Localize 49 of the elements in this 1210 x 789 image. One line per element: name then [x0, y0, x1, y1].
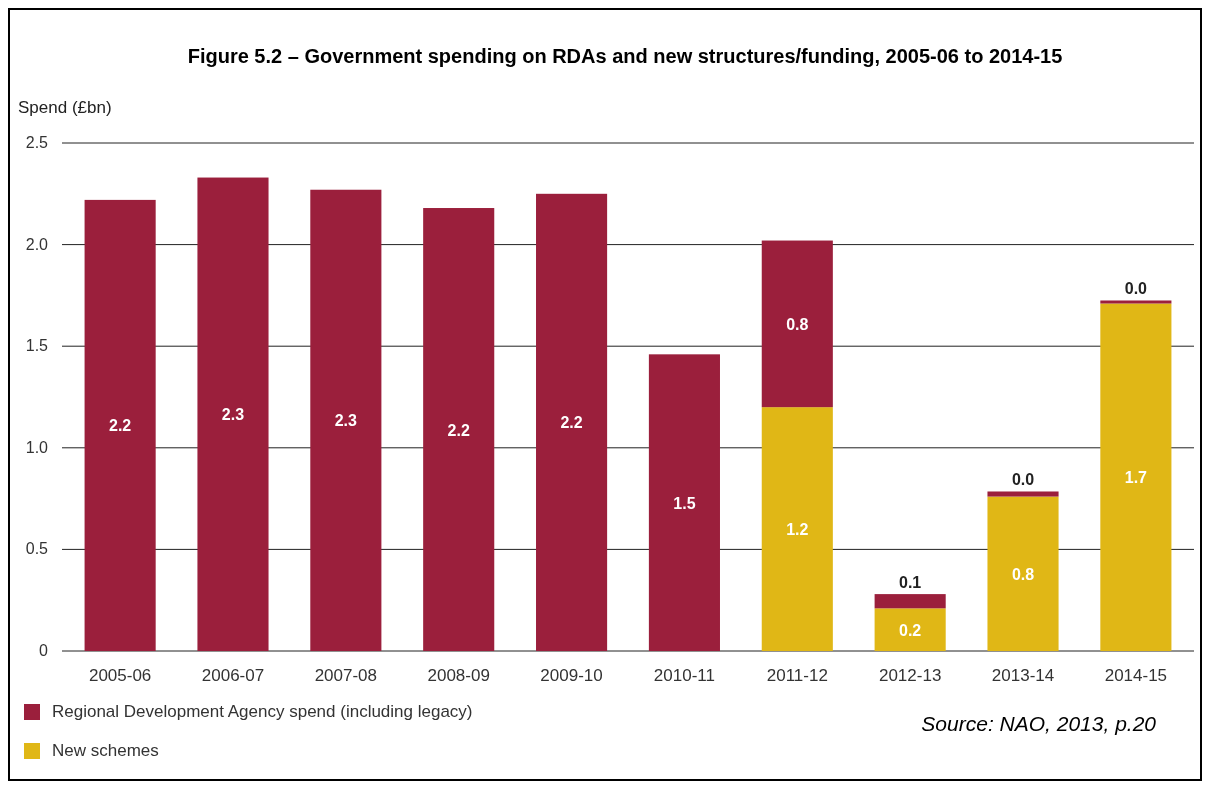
bar	[1100, 300, 1172, 304]
data-label: 2.2	[109, 417, 132, 435]
data-label: 2.2	[447, 421, 470, 439]
y-tick-label: 2.5	[25, 134, 49, 151]
data-label: 0.1	[899, 574, 922, 592]
x-tick-label: 2009-10	[540, 666, 603, 685]
data-label: 2.2	[560, 414, 583, 432]
x-tick-label: 2014-15	[1104, 666, 1168, 685]
data-label: 0.2	[899, 621, 922, 639]
legend-label: Regional Development Agency spend (including legacy)	[52, 702, 473, 721]
bar	[536, 193, 608, 651]
bar	[987, 491, 1059, 497]
y-tick-label: 0.5	[25, 540, 49, 558]
data-label: 0.0	[1124, 280, 1148, 298]
x-tick-label: 2011-12	[766, 666, 828, 685]
bar	[84, 199, 156, 651]
bar	[1100, 303, 1172, 651]
x-tick-label: 2013-14	[991, 666, 1055, 685]
bar	[310, 189, 382, 651]
y-tick-label: 0	[39, 642, 49, 659]
source-note: Source: NAO, 2013, p.20	[921, 712, 1157, 735]
bar	[648, 354, 720, 651]
data-label: 0.8	[786, 315, 809, 333]
x-tick-label: 2008-09	[427, 666, 490, 685]
bar	[874, 608, 946, 651]
x-tick-label: 2012-13	[878, 666, 942, 685]
legend-label: New schemes	[52, 741, 159, 760]
data-label: 0.8	[1011, 565, 1035, 583]
data-label: 2.3	[334, 412, 358, 430]
x-tick-label: 2005-06	[88, 666, 152, 685]
data-label: 1.5	[673, 494, 696, 512]
y-axis-title: Spend (£bn)	[18, 98, 112, 117]
data-label: 1.2	[786, 521, 809, 539]
x-tick-label: 2006-07	[201, 666, 265, 685]
x-tick-label: 2007-08	[314, 666, 378, 685]
data-label: 2.3	[221, 406, 245, 424]
chart-title: Figure 5.2 – Government spending on RDAs and new structures/funding, 2005-06 to 2014-15	[187, 45, 1063, 67]
y-tick-label: 2.0	[25, 235, 49, 253]
bar	[987, 496, 1059, 651]
data-label: 1.7	[1124, 469, 1148, 487]
bar	[761, 240, 833, 408]
data-label: 0.0	[1011, 471, 1035, 489]
x-tick-label: 2010-11	[653, 666, 715, 685]
bar	[197, 177, 269, 651]
bar	[761, 407, 833, 651]
bar	[423, 208, 495, 651]
y-tick-label: 1.0	[25, 438, 49, 456]
bar	[874, 594, 946, 609]
y-tick-label: 1.5	[25, 337, 49, 355]
